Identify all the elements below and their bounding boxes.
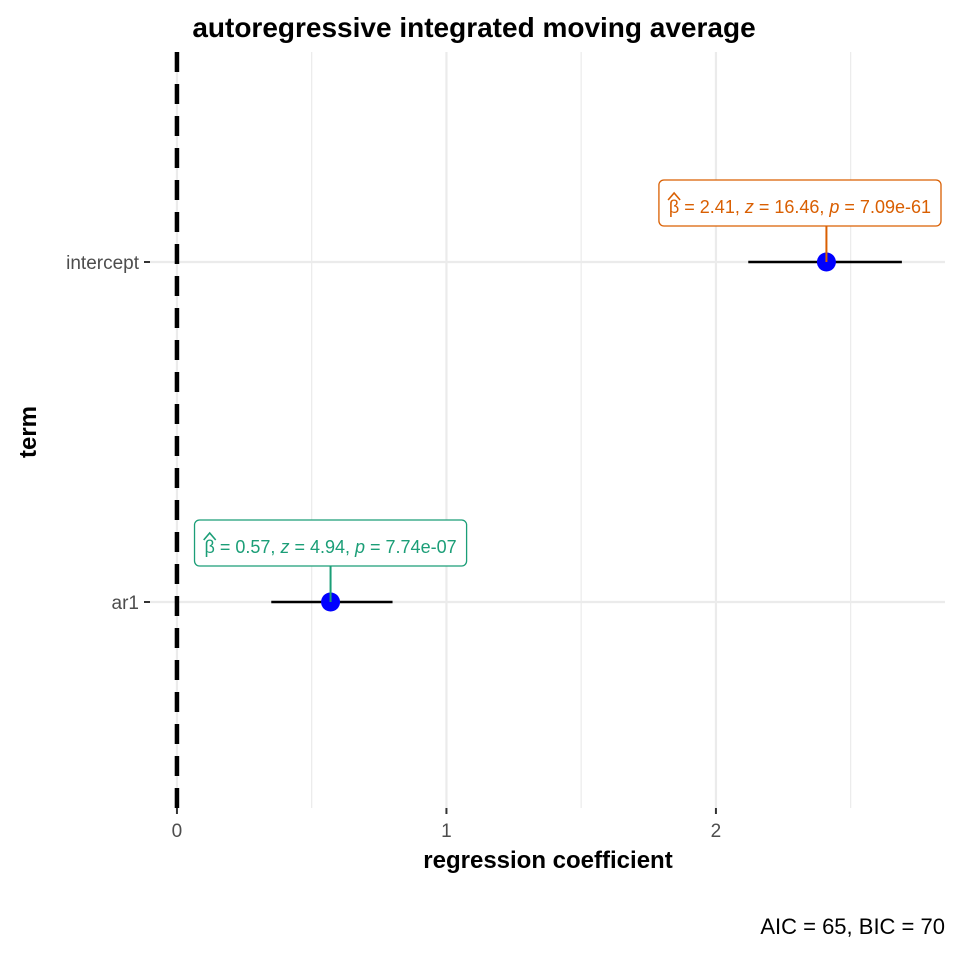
label-beta-symbol: β bbox=[669, 197, 679, 217]
label-beta-value: = 0.57, bbox=[215, 537, 281, 557]
chart-title: autoregressive integrated moving average bbox=[192, 12, 755, 43]
label-intercept: β = 2.41, z = 16.46, p = 7.09e-61 bbox=[658, 179, 942, 262]
label-p-symbol: p bbox=[828, 197, 839, 217]
y-tick-label-intercept: intercept bbox=[66, 253, 140, 274]
beta-hat-icon bbox=[667, 191, 681, 201]
label-ar1: β = 0.57, z = 4.94, p = 7.74e-07 bbox=[193, 519, 468, 602]
grid-lines bbox=[150, 52, 945, 808]
y-axis: ar1 intercept bbox=[66, 253, 150, 614]
label-z-symbol: z bbox=[744, 197, 754, 217]
label-beta-symbol: β bbox=[205, 537, 215, 557]
label-p-symbol: p bbox=[354, 537, 365, 557]
label-box-ar1 bbox=[193, 519, 468, 567]
x-tick-label-1: 1 bbox=[441, 821, 452, 842]
y-axis-title: term bbox=[15, 406, 42, 458]
label-z-value: = 16.46, bbox=[754, 197, 830, 217]
caption-stats: AIC = 65, BIC = 70 bbox=[760, 914, 945, 939]
y-tick-label-ar1: ar1 bbox=[112, 593, 139, 614]
x-tick-label-0: 0 bbox=[172, 821, 183, 842]
label-beta-value: = 2.41, bbox=[679, 197, 745, 217]
label-p-value: = 7.74e-07 bbox=[365, 537, 457, 557]
label-text-ar1: β = 0.57, z = 4.94, p = 7.74e-07 bbox=[205, 537, 457, 557]
x-axis-title: regression coefficient bbox=[423, 847, 672, 874]
x-tick-label-2: 2 bbox=[711, 821, 722, 842]
label-z-symbol: z bbox=[279, 537, 289, 557]
label-p-value: = 7.09e-61 bbox=[839, 197, 931, 217]
label-box-intercept bbox=[658, 179, 942, 227]
x-axis: 0 1 2 bbox=[172, 808, 722, 842]
beta-hat-icon bbox=[203, 531, 217, 541]
label-text-intercept: β = 2.41, z = 16.46, p = 7.09e-61 bbox=[669, 197, 931, 217]
estimate-labels: β = 0.57, z = 4.94, p = 7.74e-07β = 2.41… bbox=[193, 179, 942, 602]
label-z-value: = 4.94, bbox=[289, 537, 355, 557]
